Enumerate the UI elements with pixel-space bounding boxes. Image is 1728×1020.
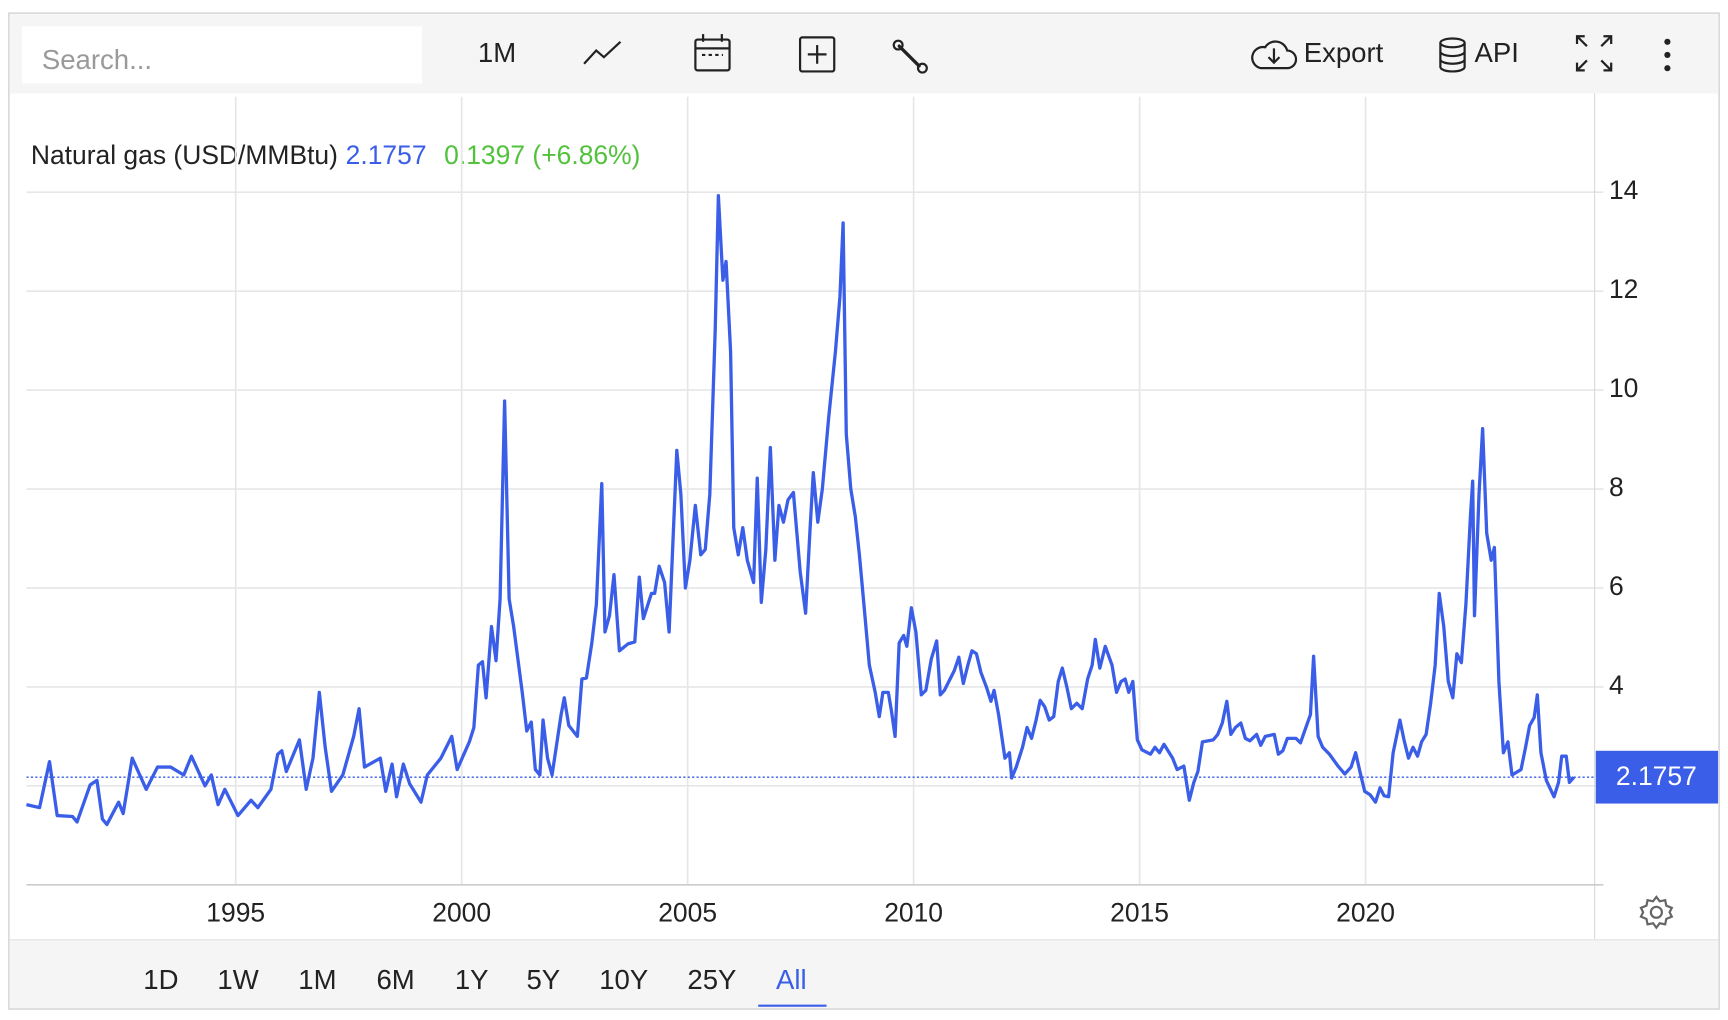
- last-value: 2.1757: [346, 140, 427, 170]
- chart-header: Natural gas (USD/MMBtu) 2.1757 0.1397 (+6.…: [31, 140, 641, 170]
- x-tick-label: 2000: [432, 897, 491, 927]
- export-button[interactable]: Export: [1304, 37, 1384, 68]
- add-indicator-icon[interactable]: [798, 36, 836, 73]
- y-tick-label: 6: [1609, 571, 1624, 601]
- range-bar: [9, 939, 1719, 1008]
- search-placeholder[interactable]: Search...: [42, 44, 152, 75]
- change: 0.1397 (+6.86%): [444, 140, 640, 170]
- api-button[interactable]: API: [1475, 37, 1519, 68]
- range-buttons: 1D 1W 1M 6M 1Y 5Y 10Y 25Y All: [143, 964, 827, 1007]
- chart-settings-icon[interactable]: [1639, 895, 1674, 930]
- series-name: Natural gas (USD/MMBtu): [31, 140, 338, 170]
- range-button[interactable]: 1W: [217, 964, 258, 995]
- range-button[interactable]: All: [776, 964, 807, 995]
- range-button[interactable]: 10Y: [599, 964, 648, 995]
- y-tick-label: 12: [1609, 274, 1638, 304]
- x-tick-label: 2005: [658, 897, 717, 927]
- range-button[interactable]: 5Y: [526, 964, 560, 995]
- range-button[interactable]: 1M: [298, 964, 336, 995]
- last-value-tag-label: 2.1757: [1616, 761, 1697, 791]
- line-type-icon[interactable]: [583, 40, 622, 65]
- fullscreen-icon[interactable]: [1575, 35, 1613, 72]
- settings-wrench-icon[interactable]: [892, 39, 928, 74]
- price-line: [26, 194, 1576, 827]
- search-box[interactable]: [22, 26, 423, 84]
- y-tick-label: 14: [1609, 175, 1638, 205]
- price-tag: 2.1757: [26, 750, 1719, 804]
- x-tick-label: 2020: [1336, 897, 1395, 927]
- calendar-icon[interactable]: [694, 34, 731, 72]
- y-tick-label: 10: [1609, 373, 1638, 403]
- x-tick-label: 2010: [884, 897, 943, 927]
- last-value-tag: [1595, 750, 1719, 804]
- y-tick-label: 8: [1609, 472, 1624, 502]
- range-button[interactable]: 1Y: [455, 964, 489, 995]
- y-tick-label: 4: [1609, 670, 1624, 700]
- x-tick-label: 1995: [206, 897, 265, 927]
- range-button[interactable]: 1D: [143, 964, 178, 995]
- export-icon[interactable]: [1251, 40, 1298, 70]
- x-tick-label: 2015: [1110, 897, 1169, 927]
- range-button[interactable]: 25Y: [687, 964, 736, 995]
- more-menu-icon[interactable]: [1664, 38, 1671, 72]
- grid: 2468101214199520002005201020152020: [26, 96, 1638, 927]
- range-button[interactable]: 6M: [377, 964, 415, 995]
- widget-frame: [7, 12, 1721, 1010]
- api-icon[interactable]: [1439, 37, 1466, 73]
- interval-button[interactable]: 1M: [478, 37, 516, 68]
- plot-area: [26, 194, 1576, 827]
